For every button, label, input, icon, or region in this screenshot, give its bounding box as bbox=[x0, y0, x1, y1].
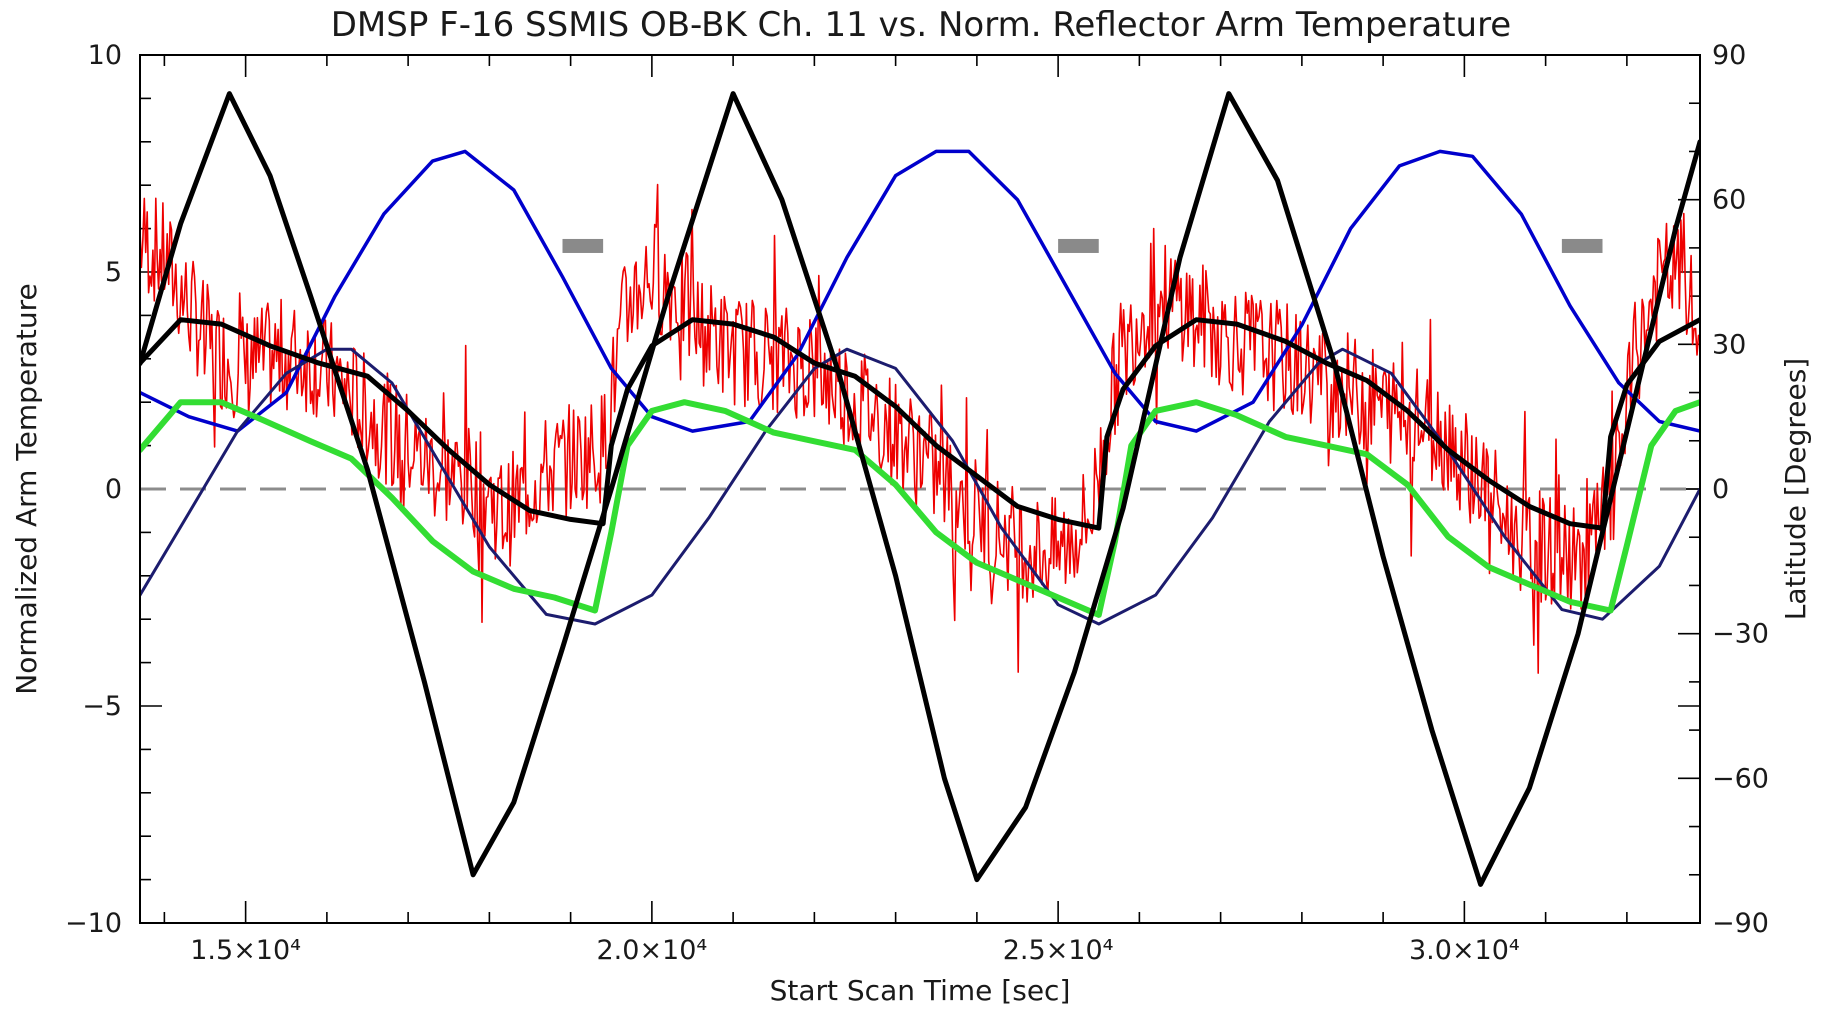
series-line-2 bbox=[140, 91, 1700, 887]
chart-title: DMSP F-16 SSMIS OB-BK Ch. 11 vs. Norm. R… bbox=[331, 5, 1511, 45]
x-tick-label: 3.0×10⁴ bbox=[1409, 935, 1520, 966]
gray-marker-0 bbox=[562, 238, 604, 253]
x-tick-label: 2.0×10⁴ bbox=[597, 935, 708, 966]
y2-tick-label: −90 bbox=[1712, 908, 1769, 939]
y2-tick-label: 60 bbox=[1712, 185, 1746, 216]
gray-marker-1 bbox=[1058, 238, 1099, 253]
x-axis: 1.5×10⁴ 2.0×10⁴ 2.5×10⁴ 3.0×10⁴ bbox=[163, 55, 1628, 966]
x-axis-label: Start Scan Time [sec] bbox=[770, 974, 1071, 1007]
y-tick-label: −10 bbox=[65, 908, 122, 939]
x-tick-label: 1.5×10⁴ bbox=[190, 935, 301, 966]
left-y-axis-label: Normalized Arm Temperature bbox=[10, 283, 43, 694]
gray-markers bbox=[562, 238, 1603, 253]
right-y-axis-label: Latitude [Degrees] bbox=[1779, 358, 1812, 621]
series-line-3 bbox=[140, 317, 1700, 531]
y-tick-label: −5 bbox=[82, 691, 122, 722]
gray-marker-2 bbox=[1561, 238, 1603, 253]
series-line-0 bbox=[140, 149, 1700, 433]
series-lines bbox=[140, 91, 1700, 887]
y2-tick-label: 0 bbox=[1712, 474, 1729, 505]
y-tick-label: 5 bbox=[105, 257, 122, 288]
series-line-4 bbox=[140, 399, 1700, 618]
y2-tick-label: 30 bbox=[1712, 329, 1746, 360]
series-line-1 bbox=[140, 347, 1700, 626]
plot-frame bbox=[139, 54, 1701, 924]
y2-tick-label: −60 bbox=[1712, 763, 1769, 794]
x-tick-label: 2.5×10⁴ bbox=[1003, 935, 1114, 966]
y2-tick-label: −30 bbox=[1712, 619, 1769, 650]
y-tick-label: 0 bbox=[105, 474, 122, 505]
series-line-5 bbox=[140, 183, 1700, 674]
left-y-axis: 10 5 0 −5 −10 bbox=[65, 40, 1700, 939]
y2-tick-label: 90 bbox=[1712, 40, 1746, 71]
y-tick-label: 10 bbox=[88, 40, 122, 71]
